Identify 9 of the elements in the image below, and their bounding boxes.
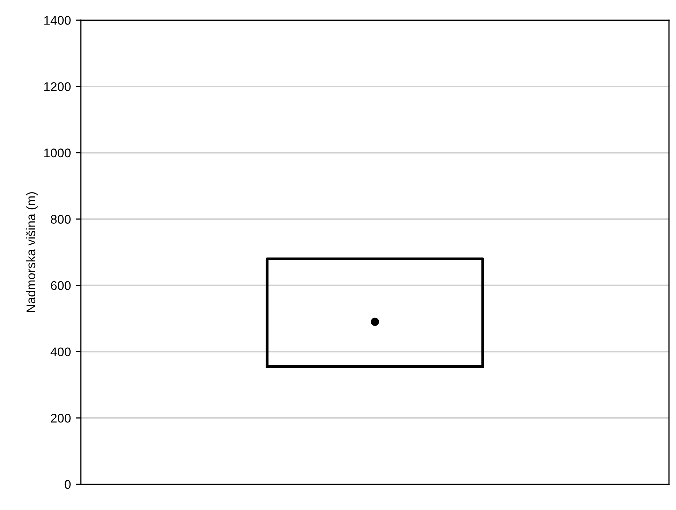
y-tick-label: 600 [51, 281, 71, 290]
y-tick-label: 1200 [44, 82, 71, 92]
y-tick-label: 1400 [44, 16, 71, 26]
y-tick-label: 400 [50, 348, 71, 357]
y-axis-title: Nadmorska višina (m) [26, 192, 38, 312]
y-tick-label: 1000 [44, 148, 71, 158]
y-tick-label: 800 [51, 215, 71, 224]
y-tick-label: 0 [64, 480, 71, 490]
y-tick-label: 200 [51, 414, 71, 423]
